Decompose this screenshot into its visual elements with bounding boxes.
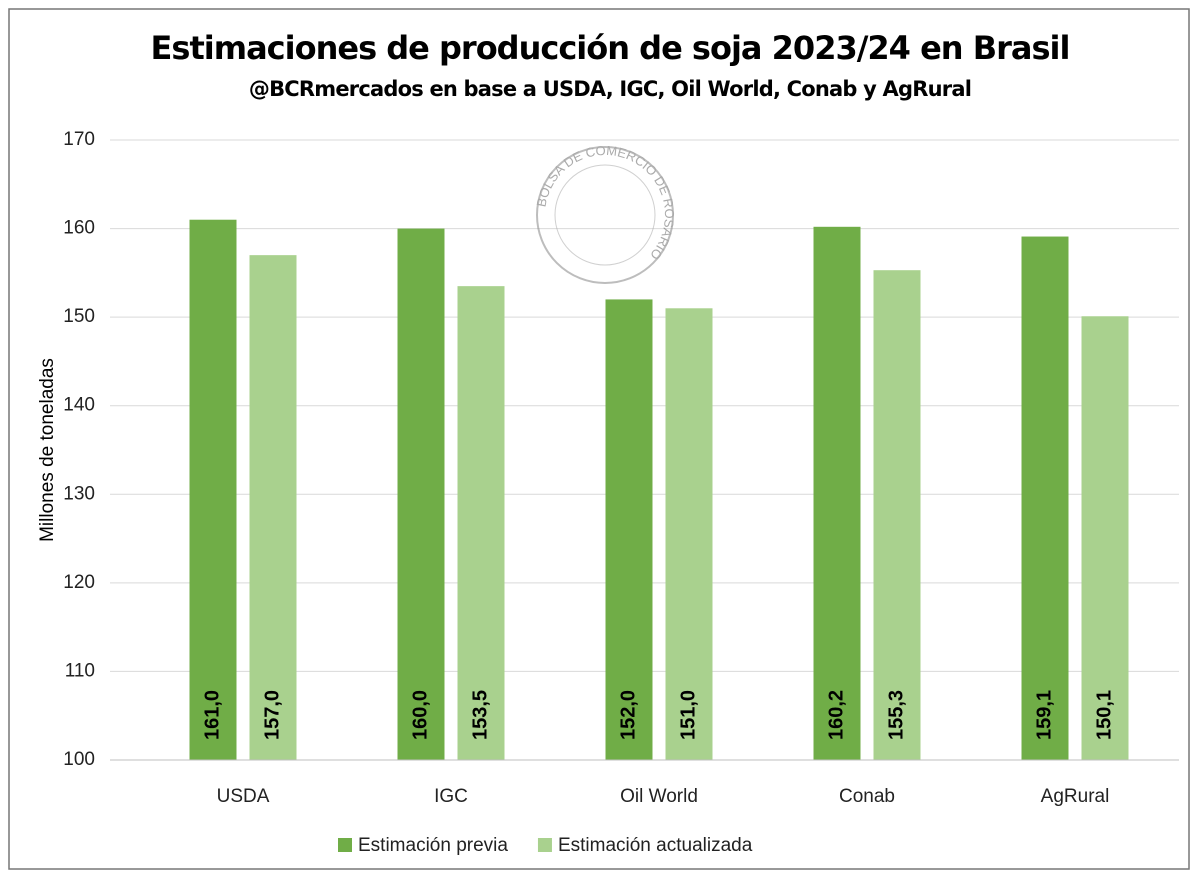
value-label: 150,1 (1093, 690, 1115, 740)
y-tick-label: 130 (63, 483, 95, 504)
x-tick-label: AgRural (1041, 786, 1110, 807)
bar (397, 228, 445, 761)
bar (665, 308, 713, 760)
legend-label: Estimación actualizada (558, 835, 753, 856)
value-label: 151,0 (677, 690, 699, 740)
x-tick-label: USDA (217, 786, 270, 807)
bar (813, 226, 861, 761)
value-label: 159,1 (1033, 690, 1055, 740)
x-tick-label: Conab (839, 786, 895, 807)
bar (1021, 236, 1069, 761)
y-tick-label: 150 (63, 306, 95, 327)
value-label: 157,0 (261, 690, 283, 740)
x-tick-label: Oil World (620, 786, 698, 807)
bar (249, 255, 297, 760)
bar (605, 299, 653, 760)
chart-border (8, 8, 1190, 870)
legend-label: Estimación previa (358, 835, 508, 856)
bar (873, 270, 921, 760)
chart-subtitle: @BCRmercados en base a USDA, IGC, Oil Wo… (249, 77, 971, 101)
value-label: 152,0 (617, 690, 639, 740)
bar (189, 219, 237, 760)
legend-swatch (338, 838, 352, 852)
value-label: 160,2 (825, 690, 847, 740)
value-label: 155,3 (885, 690, 907, 740)
chart-title: Estimaciones de producción de soja 2023/… (151, 29, 1070, 67)
legend-swatch (537, 838, 552, 852)
bar (1081, 316, 1129, 760)
value-label: 160,0 (409, 690, 431, 740)
x-tick-label: IGC (434, 786, 468, 807)
value-label: 161,0 (201, 690, 223, 740)
y-axis-label: Millones de toneladas (37, 358, 58, 542)
y-tick-label: 170 (63, 129, 95, 150)
y-tick-label: 120 (63, 572, 95, 593)
watermark-ring (536, 146, 674, 284)
bar (457, 286, 505, 760)
watermark-ring (554, 164, 656, 266)
y-tick-label: 160 (63, 218, 95, 239)
y-tick-label: 100 (63, 749, 95, 770)
value-label: 153,5 (469, 690, 491, 740)
y-tick-label: 110 (65, 660, 95, 681)
y-tick-label: 140 (63, 395, 95, 416)
